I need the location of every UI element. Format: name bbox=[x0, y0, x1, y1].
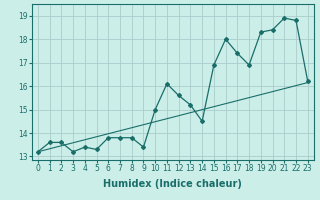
X-axis label: Humidex (Indice chaleur): Humidex (Indice chaleur) bbox=[103, 179, 242, 189]
